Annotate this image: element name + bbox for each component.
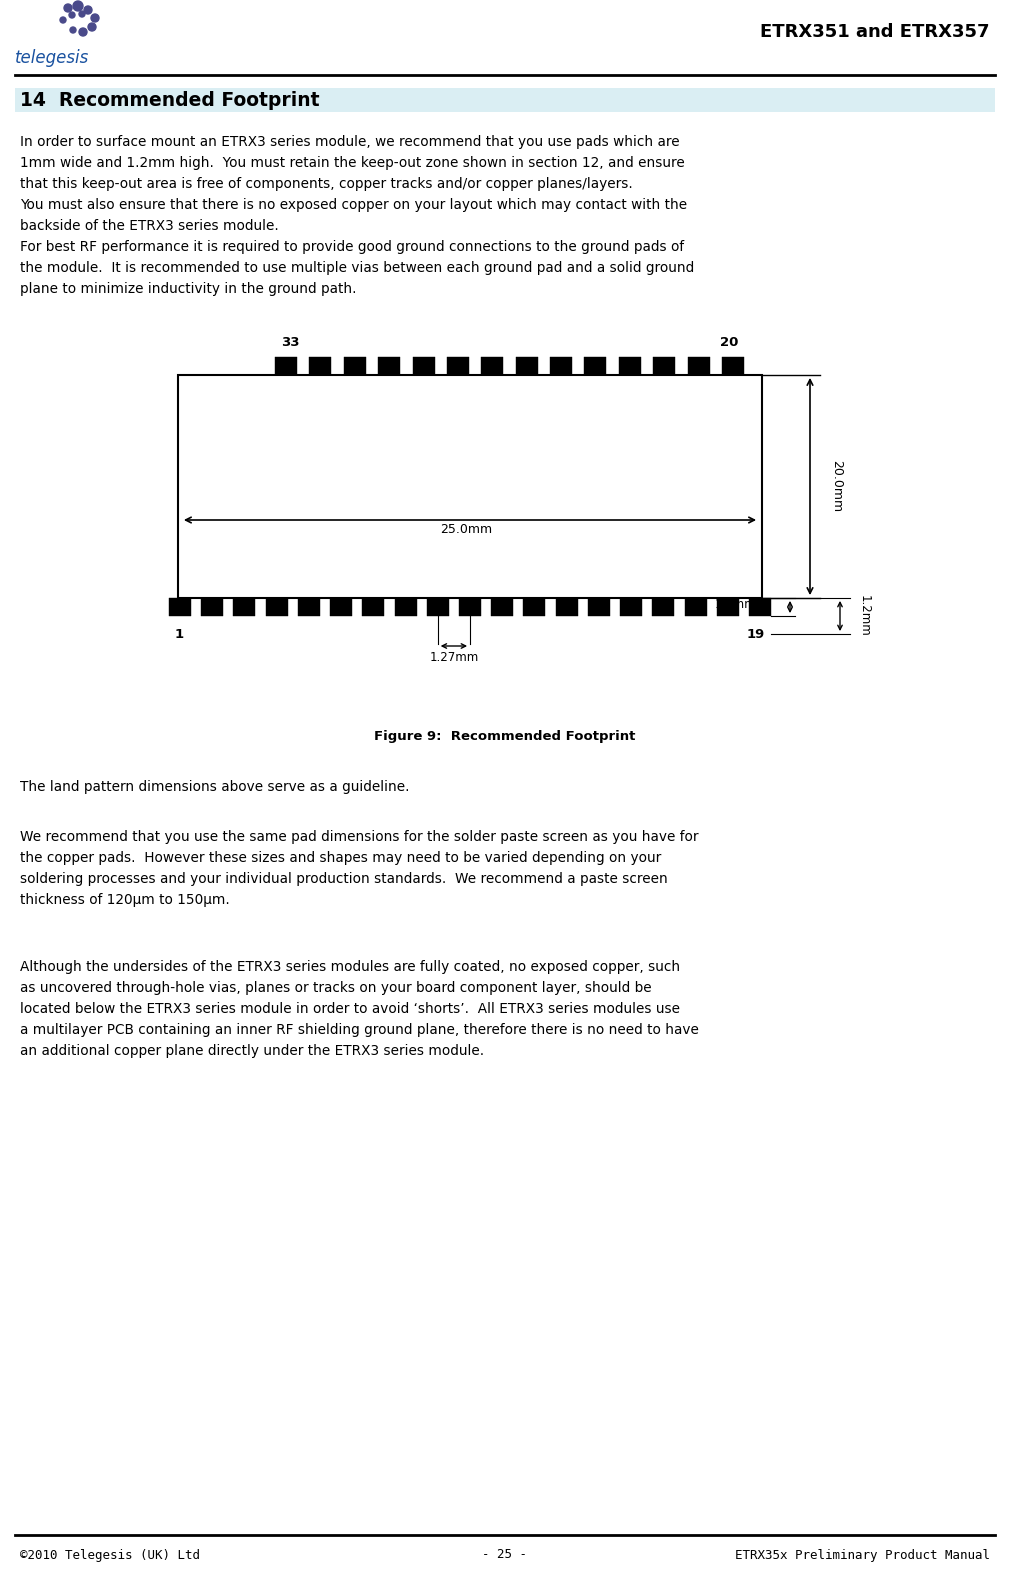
Circle shape — [64, 5, 72, 13]
Text: For best RF performance it is required to provide good ground connections to the: For best RF performance it is required t… — [20, 240, 684, 254]
Text: ETRX351 and ETRX357: ETRX351 and ETRX357 — [761, 24, 990, 41]
Text: an additional copper plane directly under the ETRX3 series module.: an additional copper plane directly unde… — [20, 1044, 484, 1058]
Text: a multilayer PCB containing an inner RF shielding ground plane, therefore there : a multilayer PCB containing an inner RF … — [20, 1023, 699, 1037]
Bar — [491, 598, 513, 616]
Text: 20: 20 — [719, 336, 738, 349]
Text: soldering processes and your individual production standards.  We recommend a pa: soldering processes and your individual … — [20, 872, 668, 886]
Text: the module.  It is recommended to use multiple vias between each ground pad and : the module. It is recommended to use mul… — [20, 261, 694, 275]
Bar — [266, 598, 288, 616]
Bar — [685, 598, 707, 616]
Text: Although the undersides of the ETRX3 series modules are fully coated, no exposed: Although the undersides of the ETRX3 ser… — [20, 960, 680, 974]
Bar — [343, 357, 366, 374]
Circle shape — [73, 2, 83, 11]
Bar — [446, 357, 469, 374]
Bar — [309, 357, 331, 374]
Circle shape — [88, 24, 96, 32]
Bar — [585, 357, 606, 374]
Bar — [550, 357, 572, 374]
Bar — [233, 598, 256, 616]
Bar — [688, 357, 710, 374]
Bar — [459, 598, 481, 616]
Text: ©2010 Telegesis (UK) Ltd: ©2010 Telegesis (UK) Ltd — [20, 1549, 200, 1562]
Text: 1.2mm: 1.2mm — [858, 595, 871, 636]
Bar — [653, 357, 676, 374]
Text: We recommend that you use the same pad dimensions for the solder paste screen as: We recommend that you use the same pad d… — [20, 831, 699, 845]
Circle shape — [79, 28, 87, 36]
Text: located below the ETRX3 series module in order to avoid ‘shorts’.  All ETRX3 ser: located below the ETRX3 series module in… — [20, 1003, 680, 1015]
Text: 14  Recommended Footprint: 14 Recommended Footprint — [20, 90, 319, 109]
Bar — [178, 374, 762, 598]
Text: 20.0mm: 20.0mm — [830, 461, 843, 513]
Text: thickness of 120µm to 150µm.: thickness of 120µm to 150µm. — [20, 894, 229, 906]
Text: telegesis: telegesis — [15, 49, 89, 66]
Bar — [15, 88, 995, 112]
Text: You must also ensure that there is no exposed copper on your layout which may co: You must also ensure that there is no ex… — [20, 197, 687, 212]
Text: the copper pads.  However these sizes and shapes may need to be varied depending: the copper pads. However these sizes and… — [20, 851, 662, 865]
Text: plane to minimize inductivity in the ground path.: plane to minimize inductivity in the gro… — [20, 283, 357, 295]
Bar — [412, 357, 434, 374]
Text: Figure 9:  Recommended Footprint: Figure 9: Recommended Footprint — [375, 729, 635, 744]
Circle shape — [84, 6, 92, 14]
Bar — [516, 357, 537, 374]
Bar — [363, 598, 385, 616]
Text: 19: 19 — [746, 628, 765, 641]
Text: backside of the ETRX3 series module.: backside of the ETRX3 series module. — [20, 219, 279, 234]
Circle shape — [69, 13, 75, 17]
Bar — [619, 357, 641, 374]
Bar — [556, 598, 578, 616]
Circle shape — [79, 11, 85, 17]
Bar — [717, 598, 738, 616]
Bar — [749, 598, 771, 616]
Text: 33: 33 — [281, 336, 300, 349]
Text: that this keep-out area is free of components, copper tracks and/or copper plane: that this keep-out area is free of compo… — [20, 177, 632, 191]
Text: 1: 1 — [175, 628, 184, 641]
Bar — [523, 598, 545, 616]
Bar — [427, 598, 448, 616]
Text: 1mm wide and 1.2mm high.  You must retain the keep-out zone shown in section 12,: 1mm wide and 1.2mm high. You must retain… — [20, 156, 685, 171]
Bar — [588, 598, 610, 616]
Text: - 25 -: - 25 - — [483, 1549, 527, 1562]
Bar — [330, 598, 352, 616]
Text: 25.0mm: 25.0mm — [440, 523, 492, 535]
Text: The land pattern dimensions above serve as a guideline.: The land pattern dimensions above serve … — [20, 780, 409, 794]
Text: ETRX35x Preliminary Product Manual: ETRX35x Preliminary Product Manual — [735, 1549, 990, 1562]
Text: as uncovered through-hole vias, planes or tracks on your board component layer, : as uncovered through-hole vias, planes o… — [20, 981, 651, 995]
Text: 1.0mm: 1.0mm — [715, 597, 756, 611]
Bar — [482, 357, 503, 374]
Circle shape — [91, 14, 99, 22]
Text: In order to surface mount an ETRX3 series module, we recommend that you use pads: In order to surface mount an ETRX3 serie… — [20, 134, 680, 148]
Bar — [275, 357, 297, 374]
Bar — [378, 357, 400, 374]
Bar — [620, 598, 642, 616]
Bar — [169, 598, 191, 616]
Text: 1.27mm: 1.27mm — [429, 651, 479, 665]
Bar — [395, 598, 416, 616]
Bar — [652, 598, 675, 616]
Circle shape — [60, 17, 66, 24]
Bar — [201, 598, 223, 616]
Circle shape — [70, 27, 76, 33]
Bar — [722, 357, 744, 374]
Bar — [298, 598, 320, 616]
